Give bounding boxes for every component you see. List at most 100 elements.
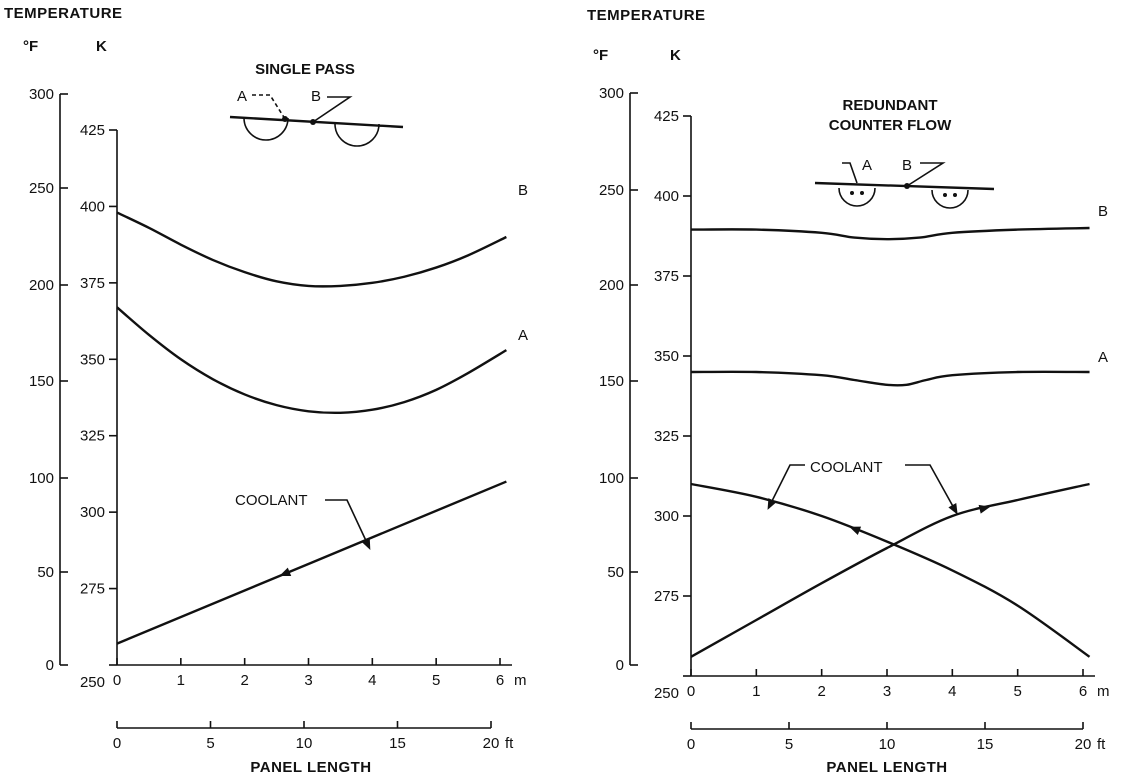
feet-tick-label: 15 bbox=[977, 736, 994, 753]
chart-title: SINGLE PASS bbox=[255, 61, 355, 78]
fahrenheit-tick-label: 150 bbox=[29, 373, 54, 390]
chart-title: COUNTER FLOW bbox=[829, 117, 952, 134]
inset-tube-dot bbox=[850, 191, 854, 195]
fahrenheit-tick-label: 150 bbox=[599, 373, 624, 390]
fahrenheit-tick-label: 0 bbox=[46, 657, 54, 674]
meters-tick-label: 2 bbox=[240, 672, 248, 689]
meters-tick-label: 1 bbox=[752, 683, 760, 700]
fahrenheit-unit-label: °F bbox=[593, 47, 608, 64]
inset-leader-b bbox=[906, 162, 946, 187]
feet-tick-label: 10 bbox=[296, 735, 313, 752]
kelvin-tick-label: 325 bbox=[80, 428, 105, 445]
meters-tick-label: 2 bbox=[817, 683, 825, 700]
feet-tick-label: 10 bbox=[879, 736, 896, 753]
fahrenheit-tick-label: 250 bbox=[599, 182, 624, 199]
meters-tick-label: 1 bbox=[177, 672, 185, 689]
kelvin-tick-label: 425 bbox=[80, 122, 105, 139]
x-axis-title: PANEL LENGTH bbox=[826, 759, 947, 776]
feet-unit-label: ft bbox=[1097, 736, 1106, 753]
kelvin-tick-label: 425 bbox=[654, 108, 679, 125]
kelvin-tick-label: 350 bbox=[654, 348, 679, 365]
inset-label-b: B bbox=[311, 88, 321, 105]
fahrenheit-tick-label: 300 bbox=[599, 85, 624, 102]
fahrenheit-tick-label: 50 bbox=[607, 564, 624, 581]
kelvin-unit-label: K bbox=[96, 38, 107, 55]
kelvin-tick-label: 250 bbox=[654, 685, 679, 702]
coolant-leader-arrow bbox=[361, 538, 371, 550]
curve-label-a: A bbox=[518, 327, 528, 344]
coolant-label: COOLANT bbox=[235, 492, 308, 509]
meters-tick-label: 5 bbox=[1013, 683, 1021, 700]
coolant-label: COOLANT bbox=[810, 459, 883, 476]
kelvin-tick-label: 350 bbox=[80, 351, 105, 368]
coolant-leader-line bbox=[325, 499, 369, 546]
kelvin-tick-label: 375 bbox=[80, 275, 105, 292]
y-axis-title: TEMPERATURE bbox=[587, 7, 706, 24]
kelvin-tick-label: 375 bbox=[654, 268, 679, 285]
kelvin-tick-label: 400 bbox=[654, 188, 679, 205]
inset-tube-dot bbox=[943, 193, 947, 197]
inset-coolant-tube bbox=[243, 117, 289, 141]
inset-coolant-tube bbox=[838, 187, 876, 207]
inset-leader-a bbox=[842, 162, 858, 184]
meters-tick-label: 0 bbox=[687, 683, 695, 700]
coolant-leader-arrow bbox=[948, 503, 958, 515]
meters-tick-label: 3 bbox=[883, 683, 891, 700]
meters-unit-label: m bbox=[514, 672, 527, 689]
inset-leader-a bbox=[252, 94, 286, 120]
kelvin-tick-label: 250 bbox=[80, 674, 105, 691]
inset-leader-b bbox=[312, 96, 353, 123]
inset-panel-skin bbox=[229, 115, 404, 129]
meters-unit-label: m bbox=[1097, 683, 1110, 700]
fahrenheit-tick-label: 200 bbox=[599, 277, 624, 294]
kelvin-tick-label: 325 bbox=[654, 428, 679, 445]
coolant-flow-arrow bbox=[279, 567, 292, 577]
series-line-a bbox=[690, 370, 1090, 387]
feet-unit-label: ft bbox=[505, 735, 514, 752]
series-line-b bbox=[116, 211, 507, 288]
meters-tick-label: 4 bbox=[948, 683, 956, 700]
fahrenheit-tick-label: 0 bbox=[616, 657, 624, 674]
fahrenheit-tick-label: 50 bbox=[37, 564, 54, 581]
kelvin-tick-label: 275 bbox=[654, 588, 679, 605]
feet-tick-label: 20 bbox=[1075, 736, 1092, 753]
kelvin-tick-label: 275 bbox=[80, 581, 105, 598]
kelvin-tick-label: 400 bbox=[80, 198, 105, 215]
fahrenheit-tick-label: 100 bbox=[599, 470, 624, 487]
series-line-coolant bbox=[690, 482, 1091, 658]
series-line-coolant bbox=[116, 480, 507, 645]
fahrenheit-unit-label: °F bbox=[23, 38, 38, 55]
feet-tick-label: 5 bbox=[785, 736, 793, 753]
fahrenheit-tick-label: 300 bbox=[29, 86, 54, 103]
chart-title: REDUNDANT bbox=[843, 97, 938, 114]
fahrenheit-tick-label: 100 bbox=[29, 470, 54, 487]
kelvin-tick-label: 300 bbox=[80, 504, 105, 521]
fahrenheit-tick-label: 200 bbox=[29, 277, 54, 294]
inset-coolant-tube bbox=[931, 189, 969, 209]
feet-tick-label: 0 bbox=[113, 735, 121, 752]
coolant-leader-arrow bbox=[767, 498, 777, 510]
fahrenheit-tick-label: 250 bbox=[29, 180, 54, 197]
coolant-flow-arrow bbox=[978, 504, 991, 514]
curve-label-a: A bbox=[1098, 349, 1108, 366]
y-axis-title: TEMPERATURE bbox=[4, 5, 123, 22]
inset-tube-dot bbox=[860, 191, 864, 195]
coolant-leader-line bbox=[769, 464, 805, 506]
feet-tick-label: 15 bbox=[389, 735, 406, 752]
coolant-flow-arrow bbox=[849, 526, 862, 535]
meters-tick-label: 6 bbox=[496, 672, 504, 689]
kelvin-unit-label: K bbox=[670, 47, 681, 64]
meters-tick-label: 0 bbox=[113, 672, 121, 689]
series-line-a bbox=[116, 306, 507, 415]
inset-coolant-tube bbox=[334, 123, 380, 147]
feet-tick-label: 0 bbox=[687, 736, 695, 753]
feet-tick-label: 20 bbox=[483, 735, 500, 752]
coolant-leader-line bbox=[905, 464, 956, 511]
curve-label-b: B bbox=[1098, 203, 1108, 220]
curve-label-b: B bbox=[518, 182, 528, 199]
meters-tick-label: 5 bbox=[432, 672, 440, 689]
series-line-coolant bbox=[690, 482, 1090, 658]
feet-tick-label: 5 bbox=[206, 735, 214, 752]
inset-label-a: A bbox=[237, 88, 247, 105]
